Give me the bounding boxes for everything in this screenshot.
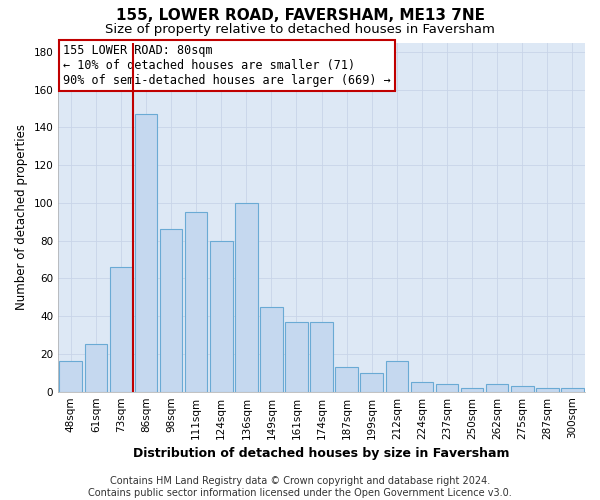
Bar — [160, 230, 182, 392]
Bar — [335, 367, 358, 392]
Bar — [110, 267, 132, 392]
Bar — [561, 388, 584, 392]
Text: 155 LOWER ROAD: 80sqm
← 10% of detached houses are smaller (71)
90% of semi-deta: 155 LOWER ROAD: 80sqm ← 10% of detached … — [64, 44, 391, 87]
Bar — [511, 386, 533, 392]
Text: 155, LOWER ROAD, FAVERSHAM, ME13 7NE: 155, LOWER ROAD, FAVERSHAM, ME13 7NE — [115, 8, 485, 22]
Bar — [210, 240, 233, 392]
Bar — [310, 322, 333, 392]
Text: Size of property relative to detached houses in Faversham: Size of property relative to detached ho… — [105, 22, 495, 36]
Bar — [461, 388, 484, 392]
Bar — [410, 382, 433, 392]
Bar — [536, 388, 559, 392]
Bar — [235, 203, 257, 392]
X-axis label: Distribution of detached houses by size in Faversham: Distribution of detached houses by size … — [133, 447, 510, 460]
Bar — [59, 362, 82, 392]
Bar — [486, 384, 508, 392]
Bar — [85, 344, 107, 392]
Bar — [260, 306, 283, 392]
Bar — [185, 212, 208, 392]
Bar — [134, 114, 157, 392]
Bar — [361, 373, 383, 392]
Bar — [436, 384, 458, 392]
Y-axis label: Number of detached properties: Number of detached properties — [15, 124, 28, 310]
Text: Contains HM Land Registry data © Crown copyright and database right 2024.
Contai: Contains HM Land Registry data © Crown c… — [88, 476, 512, 498]
Bar — [285, 322, 308, 392]
Bar — [386, 362, 408, 392]
